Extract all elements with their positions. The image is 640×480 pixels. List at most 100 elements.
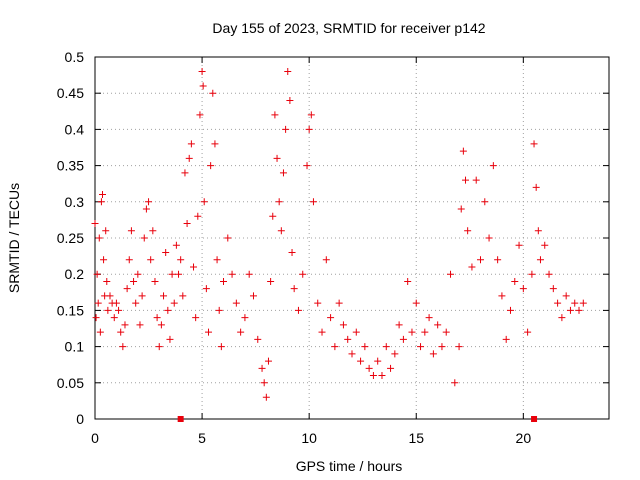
data-point <box>472 176 480 184</box>
data-point <box>374 357 382 365</box>
data-point <box>438 343 446 351</box>
y-tick-label: 0.2 <box>65 266 85 282</box>
data-point <box>249 292 257 300</box>
data-point <box>96 328 104 336</box>
data-point <box>277 227 285 235</box>
grid-lines <box>95 57 609 419</box>
y-tick-label: 0.45 <box>57 85 84 101</box>
data-point <box>136 321 144 329</box>
data-point <box>192 314 200 322</box>
y-tick-label: 0.3 <box>65 194 85 210</box>
data-point <box>459 147 467 155</box>
data-point <box>119 343 127 351</box>
y-tick-label: 0.5 <box>65 49 85 65</box>
data-point <box>166 335 174 343</box>
data-point <box>286 96 294 104</box>
data-point <box>106 292 114 300</box>
data-point <box>549 285 557 293</box>
data-point <box>138 292 146 300</box>
data-point <box>241 314 249 322</box>
y-tick-label: 0.35 <box>57 158 84 174</box>
y-tick-label: 0.05 <box>57 375 84 391</box>
data-point <box>121 321 129 329</box>
data-point <box>489 162 497 170</box>
data-point <box>217 343 225 351</box>
data-point <box>290 285 298 293</box>
data-point <box>149 227 157 235</box>
data-point <box>421 328 429 336</box>
y-axis-title: SRMTID / TECUs <box>6 183 22 293</box>
data-point <box>532 183 540 191</box>
data-point <box>502 335 510 343</box>
data-point <box>554 299 562 307</box>
data-point <box>97 198 105 206</box>
data-point <box>117 328 125 336</box>
data-point <box>211 140 219 148</box>
axis-marker <box>531 416 538 422</box>
tick-labels: 0 0.05 0.1 0.15 0.2 0.25 0.3 0.35 0.4 0.45 0.5 0 5 10… <box>57 49 532 446</box>
data-point <box>237 328 245 336</box>
data-point <box>102 227 110 235</box>
data-point <box>451 379 459 387</box>
data-point <box>205 328 213 336</box>
chart-title: Day 155 of 2023, SRMTID for receiver p14… <box>212 20 485 36</box>
data-point <box>110 314 118 322</box>
data-point <box>408 328 416 336</box>
data-point <box>294 306 302 314</box>
data-point <box>395 321 403 329</box>
x-tick-label: 15 <box>408 430 424 446</box>
y-tick-label: 0.1 <box>65 339 85 355</box>
data-point <box>91 220 99 228</box>
data-point <box>399 335 407 343</box>
data-point <box>267 277 275 285</box>
data-point <box>284 67 292 75</box>
data-point <box>92 314 100 322</box>
data-point <box>528 270 536 278</box>
data-point <box>369 372 377 380</box>
data-point <box>498 292 506 300</box>
data-point <box>558 314 566 322</box>
data-point <box>185 154 193 162</box>
data-point <box>94 299 102 307</box>
data-point <box>515 241 523 249</box>
data-point <box>224 234 232 242</box>
data-point <box>220 277 227 285</box>
data-point <box>170 299 178 307</box>
data-point <box>95 234 103 242</box>
data-point <box>299 270 307 278</box>
data-point <box>429 350 437 358</box>
data-point <box>153 314 161 322</box>
data-point <box>202 285 210 293</box>
data-point <box>307 111 315 119</box>
data-point <box>519 285 527 293</box>
y-tick-label: 0.25 <box>57 230 84 246</box>
data-point <box>142 205 150 213</box>
data-point <box>378 372 386 380</box>
data-point <box>387 364 395 372</box>
data-point <box>104 306 112 314</box>
data-point <box>177 256 185 264</box>
data-points <box>91 67 587 401</box>
data-point <box>506 306 514 314</box>
data-point <box>562 292 570 300</box>
y-tick-label: 0.15 <box>57 302 84 318</box>
data-point <box>187 140 195 148</box>
data-point <box>168 270 176 278</box>
data-point <box>327 314 335 322</box>
data-point <box>134 270 142 278</box>
data-point <box>100 256 108 264</box>
data-point <box>145 198 153 206</box>
data-point <box>382 343 390 351</box>
data-point <box>425 314 433 322</box>
data-point <box>318 328 326 336</box>
data-point <box>254 335 262 343</box>
data-point <box>282 125 290 133</box>
data-point <box>534 227 542 235</box>
x-tick-label: 20 <box>516 430 532 446</box>
data-point <box>275 198 283 206</box>
data-point <box>524 328 532 336</box>
data-point <box>207 162 215 170</box>
data-point <box>566 306 574 314</box>
data-point <box>571 299 579 307</box>
data-point <box>209 89 217 97</box>
